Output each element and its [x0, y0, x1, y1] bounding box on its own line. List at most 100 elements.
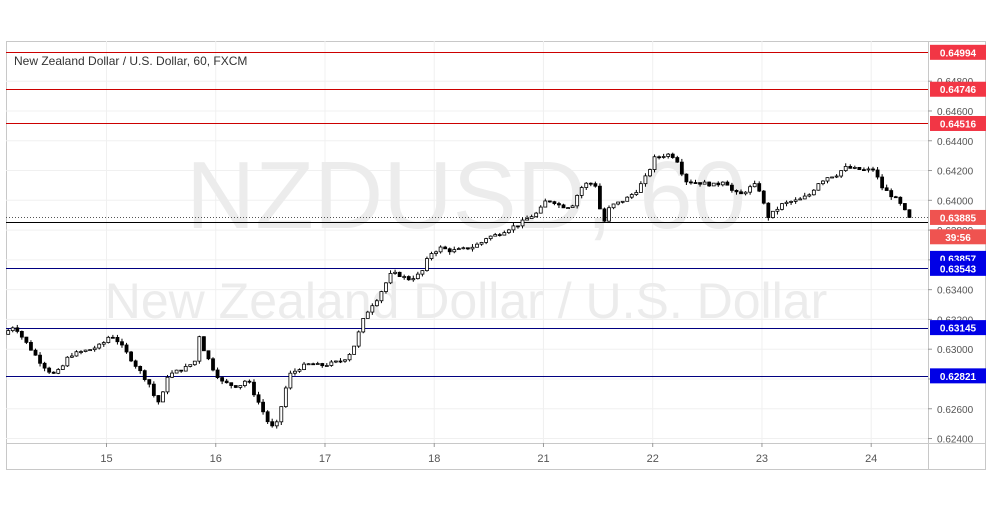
candle-up — [484, 238, 489, 243]
candle-down — [220, 377, 225, 382]
candle-down — [466, 247, 470, 250]
candle-down — [211, 358, 215, 371]
candle-up — [334, 360, 338, 363]
candle-down — [202, 336, 206, 352]
candle-up — [329, 361, 334, 366]
candle-down — [247, 380, 252, 383]
candle-down — [147, 379, 152, 385]
candle-down — [598, 185, 602, 210]
x-tick-label: 17 — [319, 453, 331, 465]
candle-down — [138, 365, 143, 372]
candle-down — [684, 173, 689, 183]
candle-down — [875, 169, 880, 178]
candle-up — [434, 251, 438, 254]
price-labels: 0.64994 0.64746 0.64516 0.63885 39:56 0.63857… — [930, 44, 986, 384]
candle-up — [302, 363, 306, 371]
candle-up — [775, 208, 780, 212]
candle-up — [374, 300, 379, 307]
candle-up — [611, 203, 616, 209]
candle-up — [438, 246, 443, 253]
candle-up — [493, 234, 498, 237]
price-label-box — [930, 320, 986, 336]
candle-up — [830, 176, 834, 179]
candle-down — [129, 351, 133, 362]
candle-down — [443, 246, 448, 250]
candle-up — [92, 347, 97, 351]
candle-up — [634, 192, 639, 195]
candle-up — [789, 201, 793, 203]
watermark-symbol: NZDUSD, 60 — [186, 142, 746, 249]
price-label-text: 0.64516 — [940, 119, 977, 130]
x-tick-label: 22 — [647, 453, 659, 465]
price-label-text: 39:56 — [945, 233, 971, 244]
candle-up — [798, 198, 803, 201]
price-label-box — [930, 81, 986, 97]
candle-down — [338, 360, 343, 363]
candle-up — [379, 291, 384, 302]
candle-down — [15, 327, 20, 332]
candle-up — [770, 210, 775, 219]
candle-up — [502, 232, 507, 236]
candle-down — [265, 411, 270, 423]
candle-up — [566, 207, 570, 209]
candle-down — [707, 181, 712, 187]
candle-down — [561, 204, 566, 209]
candle-up — [402, 276, 407, 278]
candle-down — [51, 371, 56, 374]
price-label-box — [930, 44, 986, 60]
price-label-text: 0.62821 — [940, 372, 977, 383]
candle-down — [862, 169, 866, 172]
candle-up — [807, 194, 812, 197]
candle-up — [570, 205, 575, 208]
candle-up — [356, 331, 361, 347]
candle-up — [183, 366, 188, 372]
candle-down — [447, 248, 452, 253]
candle-down — [657, 156, 661, 159]
candle-down — [33, 349, 38, 356]
candle-up — [88, 349, 93, 352]
candle-up — [6, 330, 11, 335]
candle-up — [65, 356, 70, 367]
candle-down — [120, 341, 124, 346]
candle-up — [365, 311, 370, 319]
candle-up — [720, 181, 725, 186]
y-tick-label: 0.64200 — [937, 167, 974, 178]
candle-down — [679, 161, 684, 175]
candle-up — [834, 175, 839, 178]
price-label-box — [930, 368, 986, 384]
candle-up — [197, 336, 202, 362]
candle-down — [133, 360, 138, 367]
candle-up — [370, 305, 375, 313]
candle-up — [393, 271, 397, 274]
candle-up — [461, 247, 466, 250]
candle-up — [306, 363, 311, 366]
candle-up — [411, 278, 416, 281]
y-tick-label: 0.62600 — [937, 405, 974, 416]
candle-down — [716, 182, 721, 186]
candle-down — [229, 382, 234, 386]
candle-up — [748, 186, 753, 193]
candle-up — [70, 355, 74, 358]
candle-up — [839, 170, 844, 177]
price-label-box — [930, 209, 986, 225]
candle-up — [79, 351, 83, 353]
candle-down — [734, 189, 739, 193]
candle-up — [661, 156, 666, 158]
candle-down — [593, 183, 598, 187]
candle-up — [347, 353, 352, 361]
candle-up — [607, 207, 611, 222]
candle-down — [156, 395, 161, 403]
candle-up — [293, 370, 297, 374]
x-tick-label: 16 — [210, 453, 222, 465]
candle-up — [470, 246, 475, 250]
candle-down — [725, 181, 730, 186]
candle-down — [698, 182, 702, 185]
candle-down — [252, 381, 256, 396]
candle-up — [752, 183, 757, 188]
price-label-text: 0.63885 — [940, 213, 977, 224]
candle-up — [475, 243, 479, 248]
candle-down — [857, 166, 862, 171]
watermark-name: New Zealand Dollar / U.S. Dollar — [105, 273, 828, 329]
candle-up — [784, 201, 789, 205]
